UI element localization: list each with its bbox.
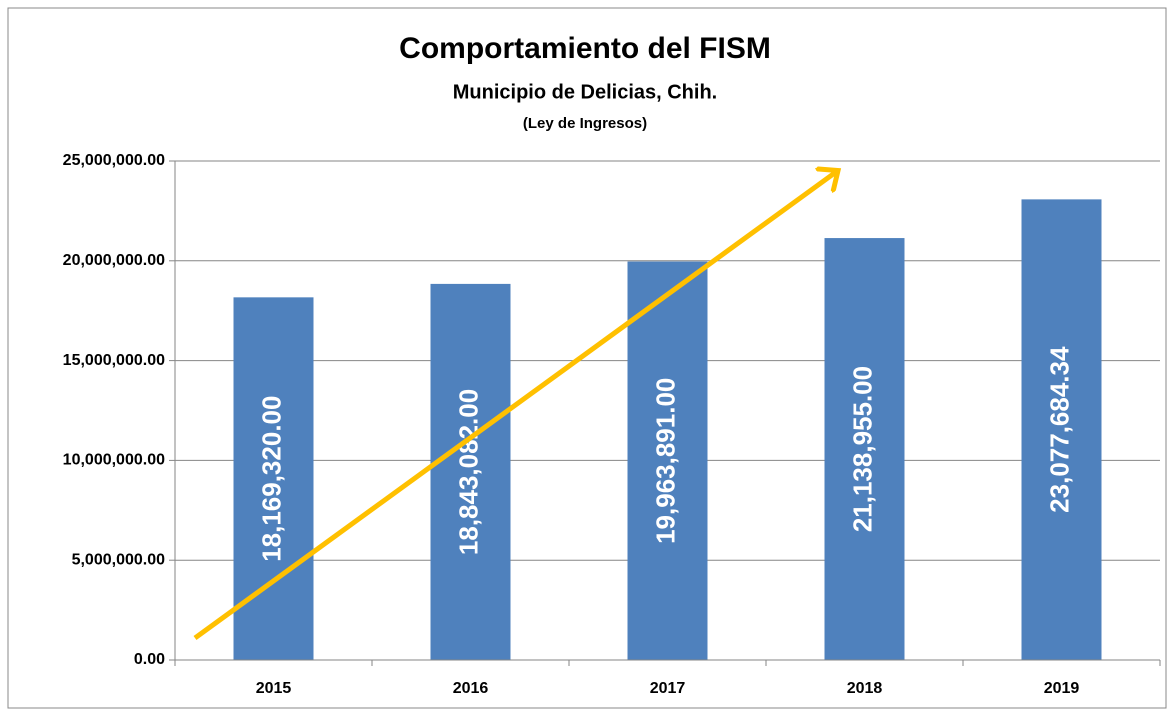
chart-border — [7, 7, 1167, 709]
value-label: 19,963,891.00 — [650, 378, 680, 544]
x-tick-label: 2018 — [847, 680, 883, 697]
bar — [824, 238, 905, 660]
plot-area: 0.00 5,000,000.00 10,000,000.00 15,000,000.… — [63, 152, 1161, 697]
x-tick-label: 2016 — [453, 680, 489, 697]
chart-subtitle: (Ley de Ingresos) — [523, 115, 647, 132]
y-tick-label: 15,000,000.00 — [63, 352, 165, 369]
bar — [1021, 199, 1102, 660]
bar — [627, 261, 708, 660]
value-label: 18,169,320.00 — [256, 396, 286, 562]
bar — [430, 283, 511, 660]
x-tick-label: 2015 — [256, 680, 292, 697]
trend-arrow — [193, 172, 836, 641]
value-label: 18,843,082.00 — [453, 389, 483, 555]
chart-title: Comportamiento del FISM — [399, 32, 771, 65]
y-tick-label: 20,000,000.00 — [63, 252, 165, 269]
y-tick-label: 0.00 — [134, 651, 165, 668]
chart-subtitle: Municipio de Delicias, Chih. — [453, 81, 717, 103]
y-tick-label: 25,000,000.00 — [63, 152, 165, 169]
value-label: 21,138,955.00 — [847, 366, 877, 532]
x-tick-label: 2017 — [650, 680, 686, 697]
y-tick-label: 5,000,000.00 — [72, 551, 166, 568]
y-tick-label: 10,000,000.00 — [63, 452, 165, 469]
value-label: 23,077,684.34 — [1044, 346, 1074, 513]
x-tick-label: 2019 — [1044, 680, 1080, 697]
